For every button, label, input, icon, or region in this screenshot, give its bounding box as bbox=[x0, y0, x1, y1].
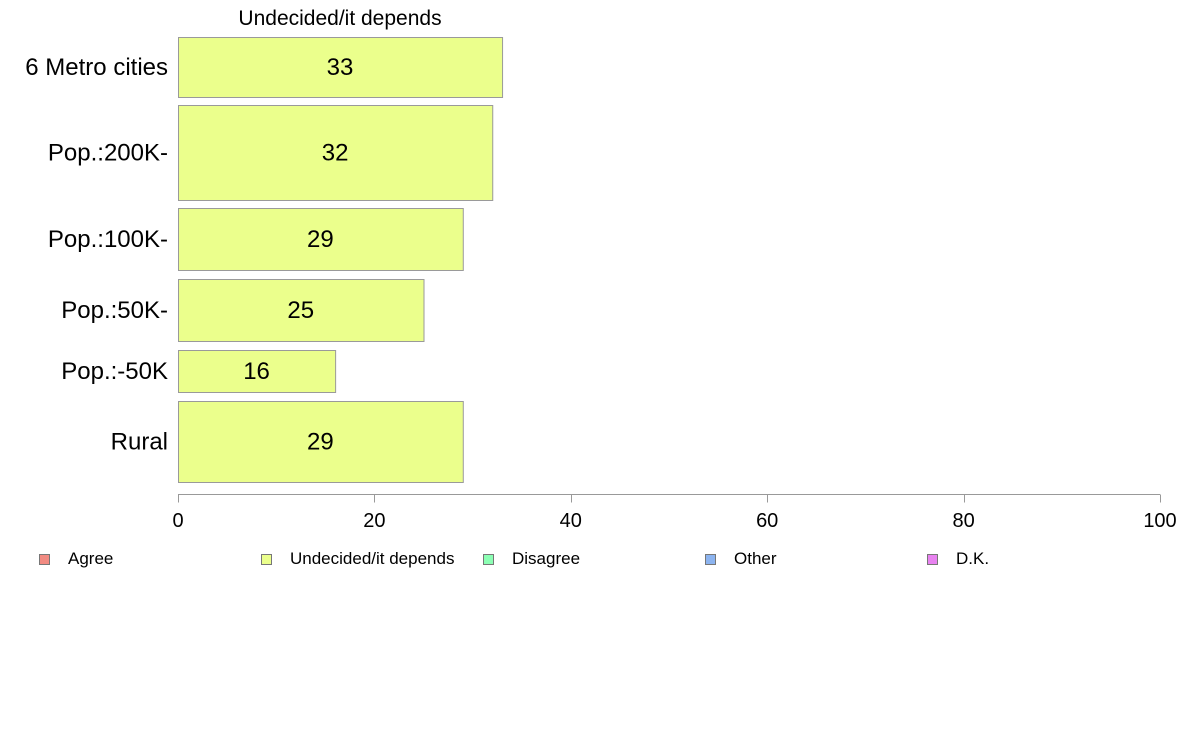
legend-swatch bbox=[705, 553, 716, 565]
bar bbox=[178, 279, 425, 342]
legend-swatch bbox=[39, 553, 50, 565]
legend-item: Disagree bbox=[483, 547, 580, 571]
legend-label: Undecided/it depends bbox=[290, 549, 455, 568]
category-label: Pop.:100K- bbox=[48, 226, 168, 253]
bar-value-label: 25 bbox=[287, 297, 314, 324]
bar-value-label: 29 bbox=[307, 429, 334, 456]
category-label: 6 Metro cities bbox=[25, 54, 168, 81]
legend-item: D.K. bbox=[927, 547, 989, 571]
x-tick-label: 80 bbox=[952, 510, 974, 532]
bar-value-label: 29 bbox=[307, 226, 334, 253]
bar-value-label: 33 bbox=[327, 54, 354, 81]
bar bbox=[178, 105, 494, 201]
bar-value-label: 32 bbox=[322, 140, 349, 167]
category-label: Pop.:50K- bbox=[61, 297, 168, 324]
legend-item: Other bbox=[705, 547, 777, 571]
legend: Agree Undecided/it depends Disagree Other D.… bbox=[0, 547, 1188, 571]
chart: Undecided/it depends 33 6 Metro cities 32 P… bbox=[25, 7, 1177, 532]
legend-item: Undecided/it depends bbox=[261, 547, 454, 571]
category-label: Rural bbox=[111, 429, 168, 456]
bar bbox=[178, 401, 464, 483]
bar bbox=[178, 37, 504, 98]
category-label: Pop.:200K- bbox=[48, 140, 168, 167]
legend-label: Other bbox=[734, 549, 777, 568]
legend-swatch bbox=[261, 553, 272, 565]
bar bbox=[178, 208, 464, 271]
x-tick-label: 100 bbox=[1143, 510, 1176, 532]
bar bbox=[178, 350, 337, 393]
chart-title: Undecided/it depends bbox=[238, 7, 441, 30]
x-tick-label: 20 bbox=[363, 510, 385, 532]
x-tick-label: 0 bbox=[172, 510, 183, 532]
legend-label: D.K. bbox=[956, 549, 990, 568]
legend-swatch bbox=[483, 553, 494, 565]
legend-label: Agree bbox=[68, 549, 114, 568]
legend-swatch bbox=[927, 553, 938, 565]
legend-label: Disagree bbox=[512, 549, 581, 568]
category-label: Pop.:-50K bbox=[61, 358, 168, 385]
x-axis: 0 20 40 60 80 100 bbox=[172, 494, 1177, 532]
x-tick-label: 60 bbox=[756, 510, 778, 532]
bars-layer: 33 6 Metro cities 32 Pop.:200K- 29 Pop.:100K-… bbox=[25, 37, 504, 483]
chart-svg: Undecided/it depends 33 6 Metro cities 32 P… bbox=[25, 7, 1177, 532]
bar-value-label: 16 bbox=[243, 358, 270, 385]
legend-item: Agree bbox=[39, 547, 113, 571]
x-tick-label: 40 bbox=[560, 510, 582, 532]
